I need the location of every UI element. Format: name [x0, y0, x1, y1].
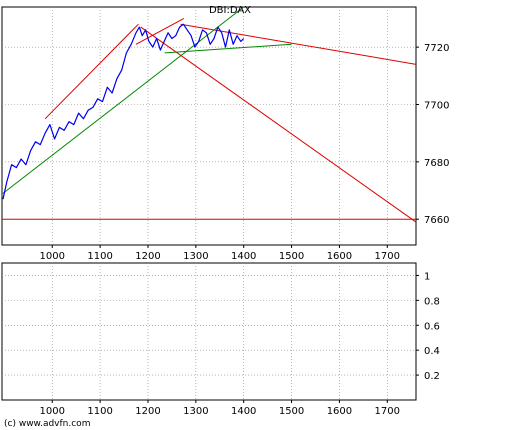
x-tick-label: 1300	[183, 406, 208, 417]
price-y-axis: 7660 7680 7700 7720	[416, 43, 449, 226]
support-trendline	[2, 6, 245, 194]
x-tick-label: 1400	[231, 406, 256, 417]
y-tick-label: 7660	[424, 215, 449, 226]
x-tick-label: 1600	[327, 406, 352, 417]
x-tick-label: 1000	[40, 251, 65, 262]
x-tick-label: 1300	[183, 251, 208, 262]
indicator-plot-area	[1, 262, 417, 401]
x-tick-label: 1100	[87, 251, 112, 262]
indicator-grid	[2, 263, 416, 400]
x-tick-label: 1500	[279, 406, 304, 417]
price-x-axis: 1000 1100 1200 1300 1400 1500 1600 1700	[40, 245, 400, 262]
x-tick-label: 1700	[375, 251, 400, 262]
x-tick-label: 1500	[279, 251, 304, 262]
y-tick-label: 0.2	[424, 371, 440, 382]
y-tick-label: 7720	[424, 43, 449, 54]
price-line	[2, 23, 245, 200]
x-tick-label: 1600	[327, 251, 352, 262]
credit-text: (c) www.advfn.com	[4, 419, 90, 429]
price-series	[2, 23, 245, 200]
resistance-trendline	[135, 18, 185, 45]
x-tick-label: 1100	[87, 406, 112, 417]
x-tick-label: 1000	[40, 406, 65, 417]
resistance-trendline	[44, 23, 139, 120]
indicator-x-axis: 1000 1100 1200 1300 1400 1500 1600 1700	[40, 400, 400, 417]
indicator-panel: 1000 1100 1200 1300 1400 1500 1600 1700 0.20.40…	[1, 262, 440, 417]
y-tick-label: 0.6	[424, 321, 440, 332]
y-tick-label: 7700	[424, 100, 449, 111]
x-tick-label: 1200	[135, 406, 160, 417]
x-tick-label: 1400	[231, 251, 256, 262]
chart-title: DBI:DAX	[209, 5, 251, 16]
y-tick-label: 0.8	[424, 296, 440, 307]
x-tick-label: 1200	[135, 251, 160, 262]
indicator-y-axis: 0.2 0.4 0.6 0.8 1	[416, 271, 440, 382]
x-tick-label: 1700	[375, 406, 400, 417]
price-plot-area	[1, 6, 417, 246]
y-tick-label: 7680	[424, 158, 449, 169]
price-trendlines	[2, 6, 417, 223]
y-tick-label: 0.4	[424, 346, 440, 357]
y-tick-label: 1	[424, 271, 430, 282]
resistance-trendline	[140, 26, 417, 223]
support-trendline	[164, 43, 292, 54]
price-panel: 1000 1100 1200 1300 1400 1500 1600 1700 7660 768…	[1, 5, 449, 262]
